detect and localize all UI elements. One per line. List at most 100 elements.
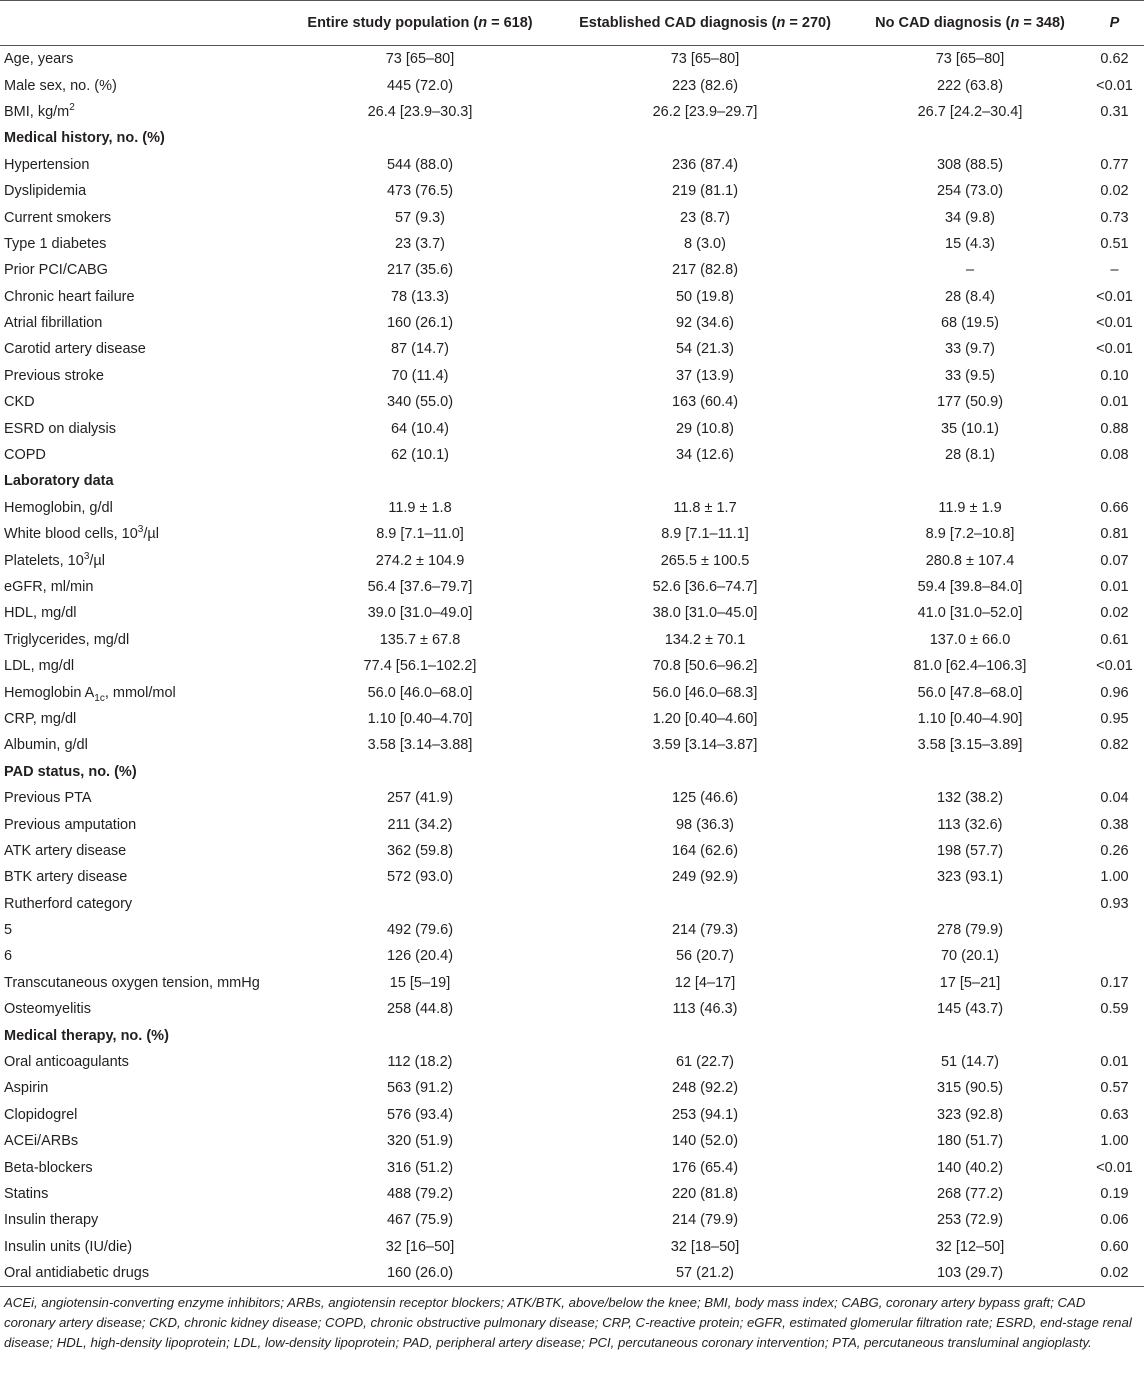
table-row: Clopidogrel 576 (93.4) 253 (94.1) 323 (92.8… xyxy=(0,1102,1144,1128)
table-row: COPD 62 (10.1) 34 (12.6) 28 (8.1) 0.08 xyxy=(0,442,1144,468)
cell: 8.9 [7.1–11.0] xyxy=(376,526,464,543)
cell: 56 (20.7) xyxy=(675,948,735,965)
cell: 544 (88.0) xyxy=(386,156,454,173)
table-row: Previous amputation 211 (34.2) 98 (36.3) 11… xyxy=(0,811,1144,837)
table-row: ATK artery disease 362 (59.8) 164 (62.6) 19… xyxy=(0,838,1144,864)
cell: 323 (92.8) xyxy=(936,1106,1004,1123)
text-part: /µl xyxy=(89,552,105,569)
table-row: Medical history, no. (%) xyxy=(0,125,1144,151)
cell: 214 (79.9) xyxy=(671,1212,739,1229)
cell: 17 [5–21] xyxy=(939,974,1001,991)
cell: 249 (92.9) xyxy=(671,869,739,886)
row-label: Osteomyelitis xyxy=(4,1001,92,1018)
row-label: Previous PTA xyxy=(4,790,92,807)
cell: 56.0 [47.8–68.0] xyxy=(917,684,1023,701)
cell: 340 (55.0) xyxy=(386,394,454,411)
cell: 0.06 xyxy=(1100,1212,1129,1229)
cell: 113 (32.6) xyxy=(937,816,1003,833)
text-part: = 348) xyxy=(1019,15,1065,31)
text-part: BMI, kg/m xyxy=(4,103,70,120)
row-label: ESRD on dialysis xyxy=(4,420,117,437)
table-row: CRP, mg/dl 1.10 [0.40–4.70] 1.20 [0.40–4.6… xyxy=(0,706,1144,732)
cell: 160 (26.0) xyxy=(386,1265,454,1282)
cell: 180 (51.7) xyxy=(936,1133,1004,1150)
cell: 0.02 xyxy=(1100,1265,1129,1282)
cell: 56.0 [46.0–68.0] xyxy=(367,684,473,701)
row-label: ACEi/ARBs xyxy=(4,1133,79,1150)
text-part: Hemoglobin A xyxy=(4,684,95,701)
row-label: Age, years xyxy=(4,51,74,68)
cell: 134.2 ± 70.1 xyxy=(664,631,746,648)
cell: 34 (12.6) xyxy=(675,447,735,464)
table-row: 6 126 (20.4) 56 (20.7) 70 (20.1) xyxy=(0,943,1144,969)
cell: 445 (72.0) xyxy=(386,77,454,94)
cell: 11.8 ± 1.7 xyxy=(673,499,737,516)
cell: 8.9 [7.2–10.8] xyxy=(925,526,1015,543)
data-table: Entire study population (n = 618) Establi… xyxy=(0,0,1144,1288)
cell: 92 (34.6) xyxy=(675,315,735,332)
table-row: Oral anticoagulants 112 (18.2) 61 (22.7) 51… xyxy=(0,1049,1144,1075)
cell: 70.8 [50.6–96.2] xyxy=(652,658,758,675)
cell: 73 [65–80] xyxy=(385,51,455,68)
cell: 0.01 xyxy=(1100,579,1129,595)
cell: 39.0 [31.0–49.0] xyxy=(367,605,473,622)
cell: 0.51 xyxy=(1100,235,1129,252)
superscript: 3 xyxy=(137,524,144,536)
cell: 98 (36.3) xyxy=(675,816,735,833)
cell: 32 [16–50] xyxy=(385,1238,455,1255)
cell: 236 (87.4) xyxy=(671,156,739,173)
cell: 37 (13.9) xyxy=(675,367,735,384)
cell: 26.4 [23.9–30.3] xyxy=(367,103,473,120)
row-label: Platelets, 103/µl xyxy=(0,547,285,573)
table-row: Previous stroke 70 (11.4) 37 (13.9) 33 (9.5… xyxy=(0,363,1144,389)
cell: 258 (44.8) xyxy=(386,1001,454,1018)
table-row: 5 492 (79.6) 214 (79.3) 278 (79.9) xyxy=(0,917,1144,943)
cell: 217 (82.8) xyxy=(671,262,739,279)
cell: 253 (72.9) xyxy=(936,1212,1004,1229)
cell: <0.01 xyxy=(1096,341,1133,358)
empty-cell xyxy=(1085,943,1144,969)
cell: 488 (79.2) xyxy=(386,1185,454,1202)
row-label: Transcutaneous oxygen tension, mmHg xyxy=(4,974,260,991)
row-label: Type 1 diabetes xyxy=(4,235,107,252)
cell: 57 (21.2) xyxy=(675,1265,735,1282)
superscript: 2 xyxy=(69,102,75,114)
row-label: COPD xyxy=(4,447,46,464)
cell: 0.19 xyxy=(1100,1185,1129,1202)
row-label: Clopidogrel xyxy=(4,1106,78,1123)
cell: 0.01 xyxy=(1100,394,1129,411)
row-label: Atrial fibrillation xyxy=(4,315,103,332)
cell: 0.04 xyxy=(1100,790,1129,807)
row-label: eGFR, ml/min xyxy=(4,579,94,595)
cell: 217 (35.6) xyxy=(386,262,454,279)
cell: 315 (90.5) xyxy=(936,1080,1004,1097)
cell: 280.8 ± 107.4 xyxy=(925,552,1015,569)
cell: 0.31 xyxy=(1100,103,1129,120)
table-row: BMI, kg/m2 26.4 [23.9–30.3] 26.2 [23.9–29.… xyxy=(0,99,1144,125)
cell: 56.4 [37.6–79.7] xyxy=(367,579,473,595)
cell: 0.95 xyxy=(1100,710,1129,727)
cell: 223 (82.6) xyxy=(671,77,739,94)
row-label: CRP, mg/dl xyxy=(4,710,77,727)
text-part: Established CAD diagnosis ( xyxy=(579,15,777,31)
cell: <0.01 xyxy=(1096,77,1133,94)
cell: 308 (88.5) xyxy=(936,156,1004,173)
cell: 15 (4.3) xyxy=(945,235,995,252)
cell: 0.88 xyxy=(1100,420,1129,437)
section-header: Medical therapy, no. (%) xyxy=(4,1027,169,1044)
row-label: Chronic heart failure xyxy=(4,288,135,305)
row-label: Aspirin xyxy=(4,1080,49,1097)
table-row: Current smokers 57 (9.3) 23 (8.7) 34 (9.8) 0… xyxy=(0,204,1144,230)
cell: 81.0 [62.4–106.3] xyxy=(913,658,1027,675)
cell: 572 (93.0) xyxy=(386,869,454,886)
row-label: Male sex, no. (%) xyxy=(4,77,117,94)
table-row: Age, years 73 [65–80] 73 [65–80] 73 [65–80]… xyxy=(0,46,1144,73)
table-row: Insulin therapy 467 (75.9) 214 (79.9) 253 (… xyxy=(0,1207,1144,1233)
section-header: Medical history, no. (%) xyxy=(4,130,165,147)
cell: 140 (52.0) xyxy=(671,1133,739,1150)
table-row: Male sex, no. (%) 445 (72.0) 223 (82.6) 222… xyxy=(0,72,1144,98)
row-label: HDL, mg/dl xyxy=(4,605,77,622)
table-row: Oral antidiabetic drugs 160 (26.0) 57 (21.… xyxy=(0,1260,1144,1287)
table-row: Laboratory data xyxy=(0,468,1144,494)
cell: 68 (19.5) xyxy=(940,315,1000,332)
